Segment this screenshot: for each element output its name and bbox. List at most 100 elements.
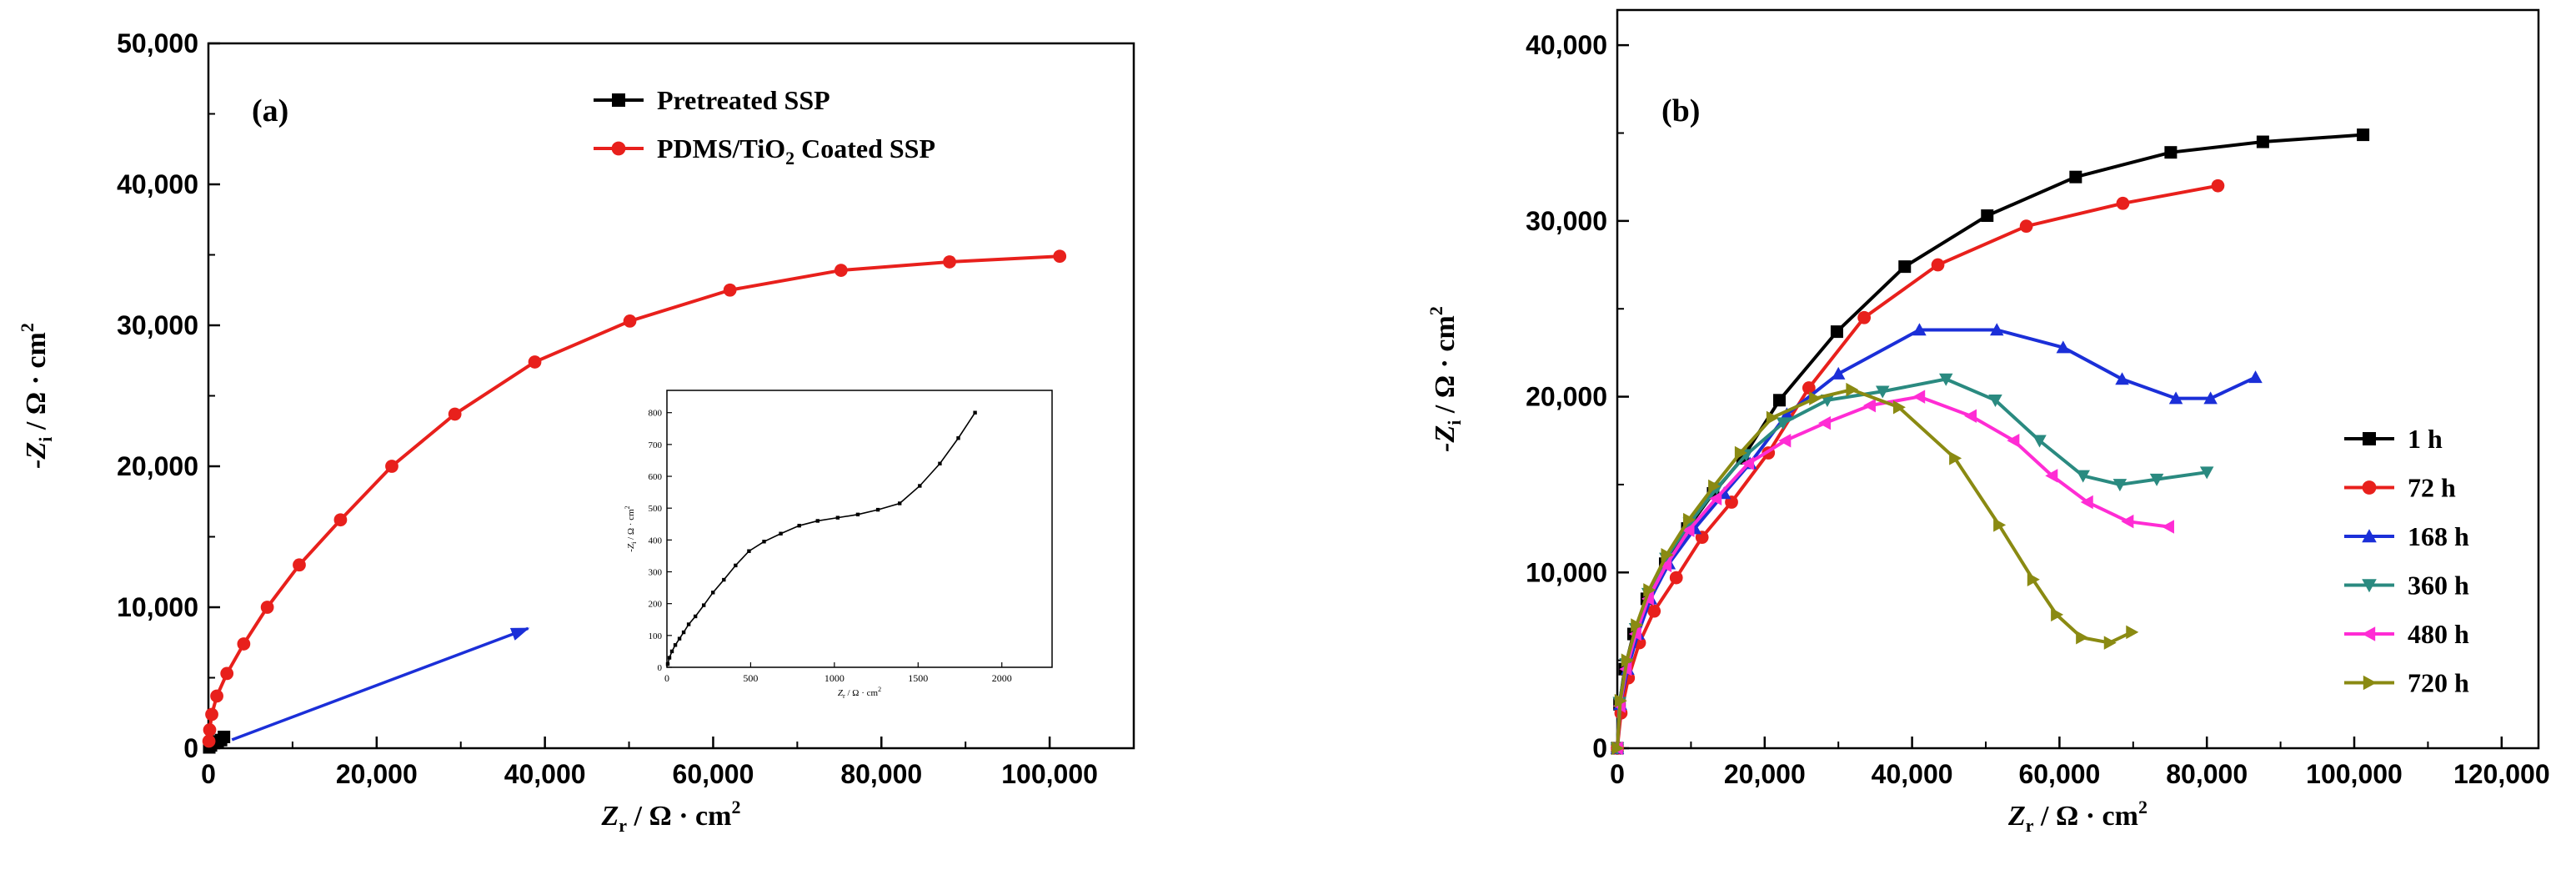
chart-b-legend-marker <box>2363 432 2376 445</box>
chart-a-arrow <box>231 626 530 742</box>
chart-b-legend-label: 360 h <box>2408 571 2469 601</box>
chart-b-data-point <box>2121 514 2134 529</box>
inset-y-tick-label: 400 <box>649 536 663 546</box>
chart-b-data-point <box>1818 415 1832 430</box>
chart-b-data-point <box>1846 382 1859 397</box>
chart-b-data-point <box>1772 394 1786 407</box>
chart-b-data-point <box>2149 473 2164 486</box>
chart-b-data-point <box>1892 400 1906 415</box>
chart-b-data-point <box>1681 523 1695 537</box>
inset-frame <box>666 390 1053 668</box>
chart-a-x-tick-label: 0 <box>201 759 216 789</box>
chart-a-y-tick-label: 50,000 <box>117 28 198 58</box>
inset-data-point <box>815 519 819 523</box>
chart-b-data-point <box>2112 479 2127 492</box>
chart-b-data-point <box>2032 435 2047 448</box>
chart-b-data-point <box>1643 583 1656 597</box>
chart-b-series-line <box>1616 184 2218 749</box>
chart-b-data-point <box>1802 381 1816 395</box>
chart-a-data-point <box>260 601 274 614</box>
chart-b-panel-label: (b) <box>1661 93 1700 128</box>
chart-b-data-point <box>1912 390 1926 404</box>
chart-panel-a: 0 20,000 40,000 60,000 80,000 100,000 0 10,000 2… <box>17 28 1135 836</box>
inset-y-axis-title: -Zi / Ω · cm2 <box>624 505 638 551</box>
chart-b-data-point <box>1912 323 1927 336</box>
chart-a-inset: 0 500 1000 1500 2000 0 100 200 300 400 500 600 700 80… <box>624 390 1053 700</box>
chart-a-x-tick-label: 40,000 <box>504 759 586 789</box>
chart-panel-b: 0 20,000 40,000 60,000 80,000 100,000 120,000 0… <box>1426 8 2550 836</box>
chart-b-data-point <box>1857 310 1872 324</box>
chart-b-data-point <box>1621 653 1634 667</box>
inset-y-tick-label: 800 <box>649 409 663 419</box>
chart-b-data-point <box>1734 445 1747 460</box>
chart-b-data-point <box>2007 434 2020 448</box>
chart-b-data-point <box>2103 636 2117 650</box>
chart-b-data-point <box>1614 693 1627 708</box>
inset-data-point <box>973 410 977 415</box>
chart-b-data-point <box>2161 520 2174 534</box>
chart-b-x-tick-label: 80,000 <box>2166 759 2248 789</box>
chart-a-data-point <box>202 734 216 748</box>
chart-b-plot-frame <box>1616 8 2540 750</box>
chart-b-data-point <box>2076 631 2089 645</box>
inset-data-point <box>677 636 682 641</box>
inset-data-point <box>918 484 922 488</box>
chart-a-data-point <box>333 513 348 527</box>
chart-b-data-point <box>1742 456 1755 470</box>
inset-data-point <box>835 515 840 520</box>
inset-data-point <box>875 507 880 512</box>
chart-b-x-tick-label: 20,000 <box>1724 759 1806 789</box>
inset-data-point <box>747 549 751 553</box>
chart-a-x-tick-label: 80,000 <box>840 759 922 789</box>
inset-data-point <box>711 591 715 595</box>
chart-a-data-point <box>943 255 956 269</box>
inset-data-point <box>701 603 706 607</box>
chart-a-data-point <box>210 689 223 703</box>
chart-b-data-point <box>2076 470 2090 483</box>
y-axis-title: -Zi / Ω · cm2 <box>1426 306 1465 452</box>
chart-b-x-tick-label: 120,000 <box>2453 759 2550 789</box>
chart-b-data-point <box>1659 558 1672 573</box>
inset-y-tick-label: 500 <box>649 504 663 514</box>
chart-a-legend-marker <box>612 93 625 107</box>
chart-a-data-point <box>237 637 251 651</box>
chart-a-x-tick-label: 60,000 <box>673 759 754 789</box>
chart-b-data-point <box>1931 258 1945 272</box>
chart-a-data-point <box>218 730 231 743</box>
chart-a-data-point <box>623 314 637 328</box>
chart-b-y-tick-label: 20,000 <box>1526 382 1607 412</box>
inset-data-point <box>779 531 783 536</box>
inset-y-tick-label: 300 <box>649 568 663 578</box>
chart-a-y-tick-label: 10,000 <box>117 592 198 622</box>
chart-b-series-line <box>1616 395 2169 749</box>
inset-data-point <box>681 630 686 635</box>
chart-b-legend-marker <box>2362 529 2377 543</box>
inset-y-tick-label: 100 <box>649 631 663 641</box>
chart-b-legend-label: 720 h <box>2408 668 2469 698</box>
chart-b-legend-marker <box>2362 579 2377 593</box>
chart-b-legend-marker <box>2362 626 2376 641</box>
chart-b-data-point <box>2164 146 2178 159</box>
chart-b-x-tick-label: 40,000 <box>1872 759 1953 789</box>
chart-a-data-point <box>293 558 306 572</box>
chart-a-y-tick-label: 40,000 <box>117 169 198 199</box>
inset-data-point <box>797 523 801 528</box>
chart-b-data-point <box>1949 451 1962 465</box>
chart-b-data-point <box>2115 372 2129 385</box>
chart-b-data-point <box>1631 618 1644 632</box>
chart-b-data-point <box>1964 409 1977 423</box>
chart-b-data-point <box>1990 323 2004 336</box>
chart-b-data-point <box>2056 340 2071 354</box>
chart-a-x-tick-label: 100,000 <box>1001 759 1098 789</box>
chart-b-legend-label: 168 h <box>2408 521 2469 551</box>
chart-a-data-point <box>203 723 217 737</box>
inset-y-tick-label: 700 <box>649 440 663 450</box>
chart-b-data-point <box>2199 466 2214 480</box>
chart-a-legend-label: Pretreated SSP <box>657 85 830 115</box>
chart-b-data-point <box>2357 128 2370 142</box>
inset-data-point <box>938 461 942 465</box>
chart-b-data-point <box>1708 479 1722 494</box>
chart-b-series-line <box>1616 328 2257 749</box>
inset-y-tick-label: 600 <box>649 472 663 482</box>
chart-b-data-point <box>2168 391 2183 405</box>
